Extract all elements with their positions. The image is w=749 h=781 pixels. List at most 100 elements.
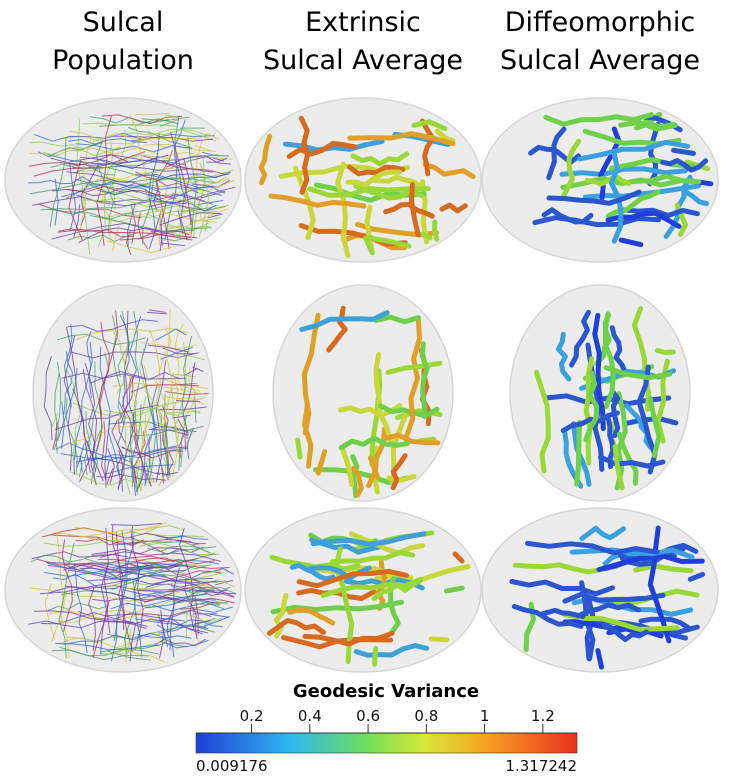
sulcus-curve (96, 139, 115, 234)
sulcus-curve (98, 321, 110, 420)
sulcus-curve (546, 189, 642, 206)
sulcus-curve (592, 312, 606, 432)
sulcus-curve (174, 323, 184, 390)
sulcus-curve (372, 645, 379, 667)
sulcus-curve (299, 310, 390, 332)
brain-panel (244, 507, 482, 673)
sulcus-curve (69, 161, 77, 232)
sulcus-curve (598, 454, 666, 469)
brain-surface (272, 284, 454, 502)
sulcus-curve (112, 315, 125, 425)
sulcus-curve (579, 525, 627, 541)
sulcus-curve (616, 431, 639, 486)
sulcus-curve (608, 157, 696, 171)
column-headers: Sulcal Population Extrinsic Sulcal Average D… (52, 7, 700, 76)
sulcus-curve (177, 419, 186, 459)
sulcus-curve (577, 139, 691, 162)
sulcus-curve (268, 193, 367, 209)
sulcus-curve (157, 624, 207, 634)
sulcus-curve (511, 604, 584, 629)
sulcus-curve (419, 341, 430, 420)
sulcus-curve (383, 201, 435, 219)
sulcus-curve (61, 181, 161, 198)
sulcus-curve (33, 151, 146, 177)
sulcus-curve (112, 135, 214, 142)
sulcus-curve (128, 316, 141, 424)
sulcus-curve (96, 474, 166, 481)
sulcus-curve (135, 468, 145, 493)
sulcus-curve (671, 147, 696, 156)
sulcus-curve (160, 640, 209, 649)
sulcus-curve (428, 636, 450, 643)
sulcus-curve (83, 411, 91, 475)
sulcus-curve (136, 470, 143, 496)
sulcus-curve (74, 522, 167, 536)
sulcus-curve (57, 228, 193, 241)
sulcus-curve (77, 135, 93, 240)
sulcus-curve (146, 311, 168, 315)
brain-panel (509, 284, 691, 502)
sulcus-curve (631, 306, 651, 412)
sulcus-curve (623, 403, 654, 451)
sulcus-curve (608, 151, 624, 244)
sulcus-curve (126, 230, 132, 256)
sulcus-curve (59, 646, 149, 661)
sulcus-curve (133, 112, 171, 116)
sulcus-curve (137, 212, 148, 250)
sulcus-curve (194, 620, 212, 625)
sulcus-curve (203, 617, 223, 626)
sulcus-curve (142, 559, 215, 565)
sulcus-curve (90, 371, 180, 384)
sulcus-curve (203, 616, 230, 627)
sulcus-curve (580, 619, 700, 635)
sulcus-curve (156, 606, 233, 623)
sulcus-curve (168, 186, 226, 201)
sulcus-curve (452, 551, 465, 564)
sulcus-curve (363, 235, 375, 256)
colorbar-tick-label: 1 (480, 707, 490, 725)
sulcus-curve (164, 178, 230, 186)
sulcus-curve (67, 138, 148, 145)
sulcus-curve (61, 539, 73, 632)
column-header: Extrinsic (305, 7, 421, 38)
sulcus-curve (161, 468, 165, 484)
sulcus-curve (127, 628, 132, 653)
sulcus-curve (79, 156, 160, 170)
sulcus-curve (43, 564, 189, 577)
sulcus-curve (130, 557, 207, 567)
sulcus-curve (185, 368, 198, 376)
colorbar-title: Geodesic Variance (293, 681, 479, 702)
sulcus-curve (122, 589, 221, 605)
sulcus-curve (74, 341, 93, 460)
sulcus-curve (52, 573, 119, 590)
sulcus-curve (69, 130, 162, 141)
sulcus-curve (638, 616, 693, 632)
sulcus-curve (175, 539, 200, 545)
sulcus-curve (596, 552, 705, 573)
sulcus-curve (583, 370, 600, 443)
sulcus-curve (129, 623, 136, 662)
sulcus-curve (185, 592, 192, 640)
brain-panel (32, 284, 214, 502)
sulcus-curve (123, 579, 137, 655)
sulcus-curve (180, 415, 187, 468)
sulcus-curve (133, 420, 152, 487)
sulcus-curve (57, 367, 78, 441)
sulcus-curve (161, 242, 186, 247)
sulcus-curve (132, 464, 137, 484)
sulcus-curve (160, 119, 178, 127)
sulcus-curve (194, 603, 220, 606)
sulcus-curve (348, 531, 426, 556)
sulcus-curve (584, 173, 632, 187)
sulcus-curve (73, 457, 75, 475)
column-header: Sulcal Average (500, 45, 700, 76)
sulcus-curve (155, 327, 172, 411)
sulcus-curve (89, 215, 212, 232)
sulcus-curve (97, 191, 106, 247)
brain-panel (4, 507, 242, 673)
sulcus-curve (605, 189, 661, 219)
sulcus-curve (112, 225, 119, 252)
sulcus-curve (72, 442, 76, 461)
sulcus-curve (112, 382, 207, 396)
sulcus-curve (302, 401, 314, 469)
